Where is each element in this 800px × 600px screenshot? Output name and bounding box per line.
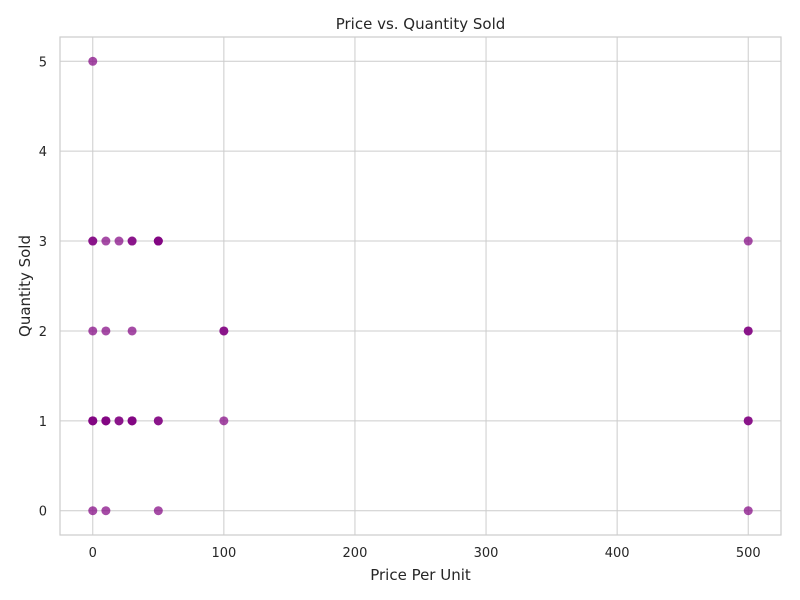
y-tick-label: 2 xyxy=(39,325,47,340)
scatter-point xyxy=(88,506,98,516)
scatter-point xyxy=(127,236,137,246)
x-tick-label: 0 xyxy=(89,546,97,561)
scatter-point xyxy=(219,416,229,426)
scatter-point xyxy=(114,236,124,246)
x-axis-title: Price Per Unit xyxy=(370,566,471,584)
scatter-point xyxy=(101,236,111,246)
y-tick-label: 3 xyxy=(39,235,47,250)
x-tick-label: 500 xyxy=(736,546,761,561)
scatter-point xyxy=(114,416,124,426)
scatter-point xyxy=(88,416,98,426)
scatter-point xyxy=(101,506,111,516)
scatter-point xyxy=(127,416,137,426)
y-tick-label: 4 xyxy=(39,145,47,160)
y-tick-label: 5 xyxy=(39,55,47,70)
y-tick-label: 0 xyxy=(39,505,47,520)
y-gridlines xyxy=(60,60,781,512)
x-tick-labels: 0 100 200 300 400 500 xyxy=(89,546,761,561)
plot-frame xyxy=(59,36,782,536)
y-tick-labels: 0 1 2 3 4 5 xyxy=(39,55,47,519)
scatter-point xyxy=(743,416,753,426)
scatter-point xyxy=(101,416,111,426)
x-tick-label: 100 xyxy=(211,546,236,561)
scatter-point xyxy=(219,326,229,336)
scatter-point xyxy=(101,326,111,336)
y-tick-label: 1 xyxy=(39,415,47,430)
chart-title: Price vs. Quantity Sold xyxy=(336,15,506,33)
scatter-point xyxy=(153,416,163,426)
data-points xyxy=(88,56,753,516)
x-tick-label: 300 xyxy=(474,546,499,561)
scatter-point xyxy=(153,506,163,516)
scatter-point xyxy=(88,56,98,66)
scatter-point xyxy=(743,326,753,336)
scatter-point xyxy=(88,236,98,246)
scatter-point xyxy=(153,236,163,246)
scatter-point xyxy=(743,236,753,246)
scatter-point xyxy=(127,326,137,336)
x-gridlines xyxy=(92,37,749,535)
x-tick-label: 400 xyxy=(605,546,630,561)
y-axis-title: Quantity Sold xyxy=(16,235,34,337)
x-tick-label: 200 xyxy=(343,546,368,561)
scatter-point xyxy=(743,506,753,516)
scatter-point xyxy=(88,326,98,336)
